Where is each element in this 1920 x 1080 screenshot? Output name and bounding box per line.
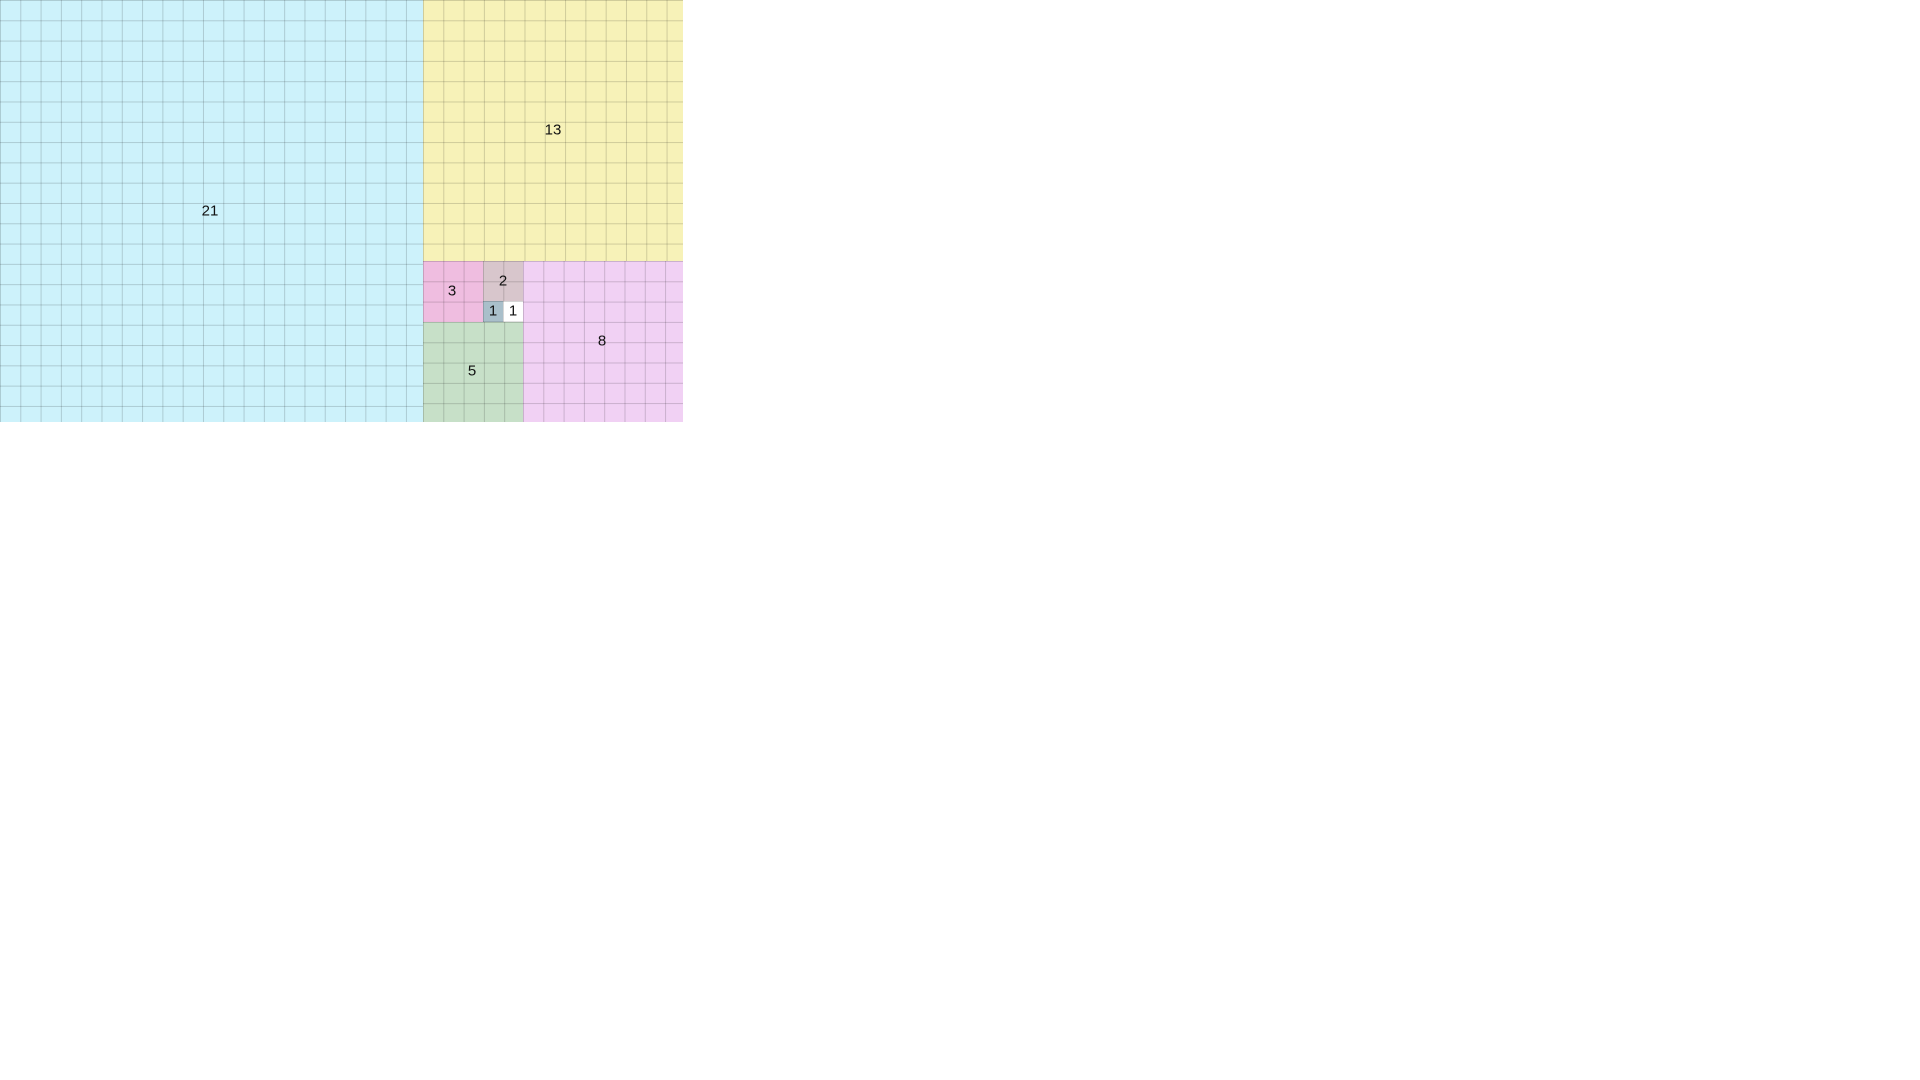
square-1-left: 1 [483, 301, 503, 322]
square-2: 2 [483, 261, 523, 301]
square-1-left-label: 1 [488, 302, 498, 320]
fibonacci-squares-diagram: 21 13 8 5 3 2 1 1 [0, 0, 683, 422]
square-13: 13 [423, 0, 683, 261]
square-13-label: 13 [544, 121, 562, 139]
square-21-label: 21 [201, 202, 219, 220]
square-2-label: 2 [498, 272, 508, 290]
square-1-right: 1 [503, 301, 523, 322]
square-1-right-label: 1 [508, 302, 518, 320]
square-3: 3 [423, 261, 483, 322]
square-8-label: 8 [597, 332, 607, 350]
square-8: 8 [523, 261, 683, 422]
square-5-label: 5 [467, 362, 477, 380]
square-21: 21 [0, 0, 423, 422]
square-5: 5 [423, 322, 523, 422]
square-3-label: 3 [447, 282, 457, 300]
